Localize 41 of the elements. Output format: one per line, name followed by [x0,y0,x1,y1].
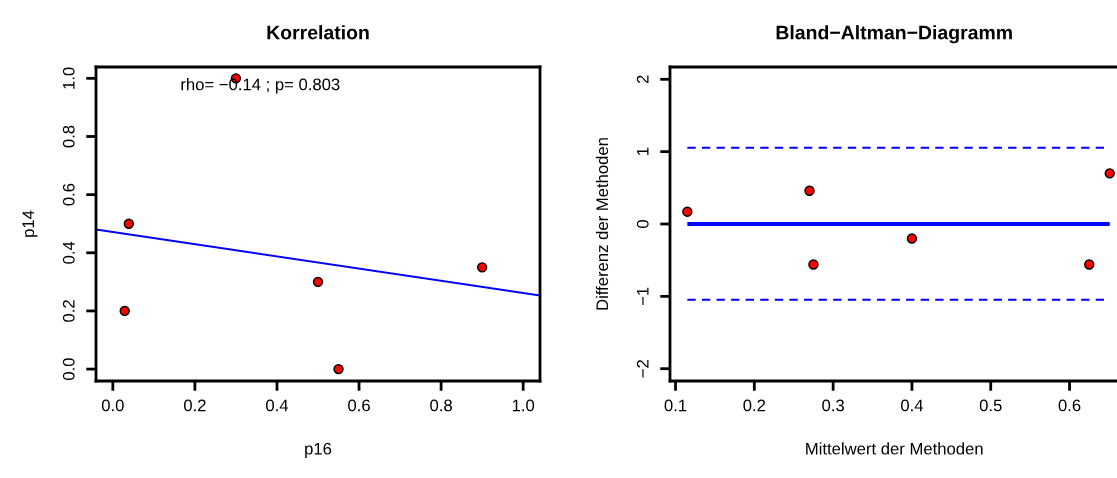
y-tick-label: 0 [636,220,649,228]
x-tick-label: 0.2 [743,399,766,412]
x-tick-label: 0.2 [183,399,206,412]
x-tick-label: 0.6 [348,399,370,412]
point [682,206,693,217]
y-axis-title: p14 [22,210,38,237]
point [804,185,815,196]
y-tick-label: 0.2 [62,300,75,322]
y-tick-label: 1.0 [62,67,75,89]
x-tick-label: 1.0 [512,399,535,412]
y-tick-label: 0.8 [62,125,75,148]
chart-title: Korrelation [267,25,369,40]
y-tick-label: 0.4 [62,241,75,264]
y-axis-title: Differenz der Methoden [595,138,609,310]
y-tick-label: 2 [636,75,649,84]
y-tick-label: 0.6 [62,183,75,206]
y-tick-label: −2 [636,360,649,378]
point [1104,168,1115,179]
point [312,276,324,288]
x-tick-label: 0.3 [822,399,844,412]
point [906,233,918,244]
annotation: rho= −0.14 ; p= 0.803 [181,78,340,94]
y-tick-label: 1 [637,147,649,156]
x-tick-label: 0.4 [901,399,924,412]
x-tick-label: 0.0 [101,399,124,412]
chart-title: Bland−Altman−Diagramm [776,25,1012,44]
point [1084,259,1095,270]
point [808,259,819,270]
x-tick-label: 0.4 [266,399,289,412]
x-tick-label: 0.6 [1058,399,1081,412]
point [119,305,130,317]
x-tick-label: 0.8 [430,399,452,412]
x-axis-title: p16 [305,442,332,458]
point [123,218,135,229]
x-tick-label: 0.1 [664,399,687,412]
x-axis-title: Mittelwert der Methoden [806,442,983,455]
y-tick-label: 0.0 [62,358,75,381]
point [476,262,488,273]
x-tick-label: 0.5 [979,399,1002,412]
point [333,363,344,375]
y-tick-label: −1 [637,287,649,306]
